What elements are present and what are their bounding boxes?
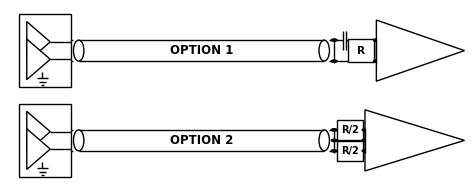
Ellipse shape bbox=[73, 40, 84, 61]
Polygon shape bbox=[376, 20, 465, 81]
Polygon shape bbox=[27, 129, 50, 169]
Ellipse shape bbox=[319, 40, 329, 61]
Bar bbox=[337, 141, 363, 161]
Bar bbox=[19, 104, 71, 177]
Circle shape bbox=[362, 129, 368, 131]
Bar bbox=[348, 39, 374, 62]
Circle shape bbox=[331, 60, 337, 62]
Text: R/2: R/2 bbox=[341, 125, 358, 135]
Text: OPTION 1: OPTION 1 bbox=[170, 44, 233, 57]
Ellipse shape bbox=[73, 130, 84, 151]
Polygon shape bbox=[365, 110, 465, 171]
Polygon shape bbox=[27, 39, 50, 80]
Circle shape bbox=[374, 60, 379, 62]
Ellipse shape bbox=[319, 130, 329, 151]
Circle shape bbox=[331, 139, 337, 142]
Circle shape bbox=[362, 139, 368, 142]
Text: R/2: R/2 bbox=[341, 146, 358, 156]
Polygon shape bbox=[27, 22, 50, 62]
Circle shape bbox=[362, 150, 368, 152]
Circle shape bbox=[331, 39, 337, 41]
Circle shape bbox=[331, 150, 337, 152]
Text: OPTION 2: OPTION 2 bbox=[170, 134, 233, 147]
Circle shape bbox=[374, 39, 379, 41]
Bar bbox=[19, 14, 71, 87]
Circle shape bbox=[331, 129, 337, 131]
Text: R: R bbox=[357, 46, 365, 56]
Bar bbox=[337, 120, 363, 140]
Polygon shape bbox=[27, 111, 50, 152]
